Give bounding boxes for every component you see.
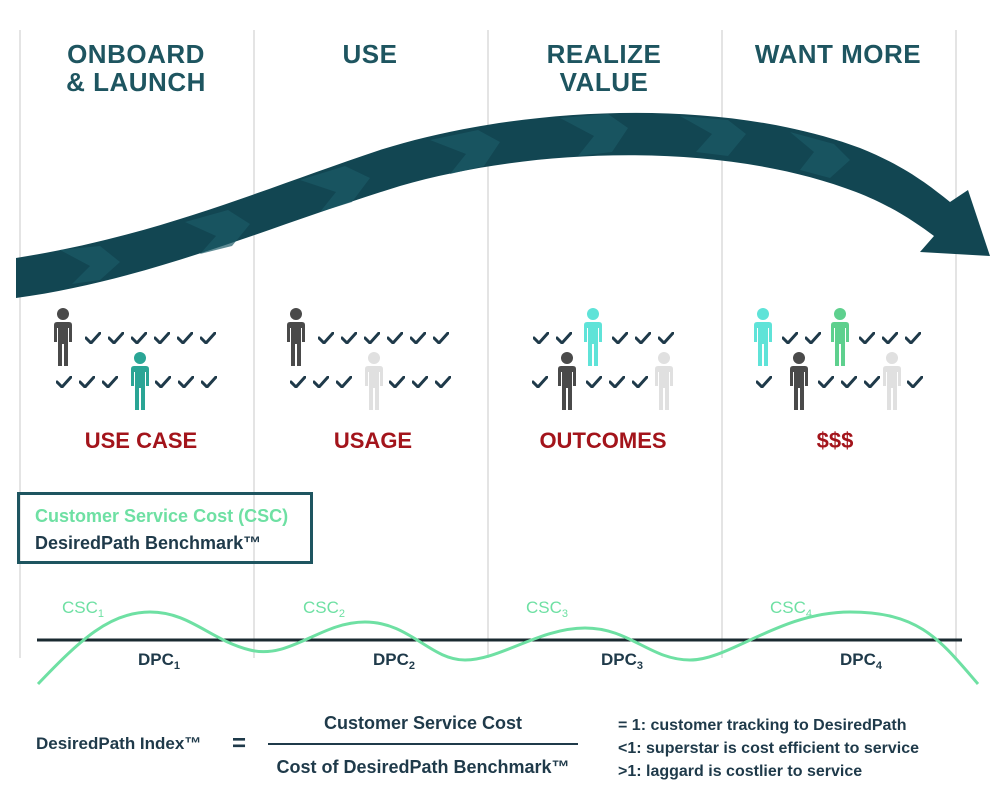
stage1-people	[54, 308, 149, 410]
stage-title-realize: REALIZE VALUE	[546, 39, 662, 97]
legend-csc: Customer Service Cost (CSC)	[35, 506, 289, 526]
stage-label-usage: USAGE	[333, 428, 413, 453]
fraction-bar	[268, 743, 578, 745]
legend-box: Customer Service Cost (CSC) DesiredPath …	[17, 492, 313, 564]
csc-label-4: CSC4	[770, 598, 813, 620]
csc-label-1: CSC1	[62, 598, 105, 620]
stage-divider-2	[487, 30, 489, 658]
index-legend-equal: = 1: customer tracking to DesiredPath	[618, 717, 907, 734]
dpc-label-4: DPC4	[840, 650, 883, 672]
stage-title-use: USE	[342, 39, 398, 69]
stage-label-outcomes: OUTCOMES	[539, 428, 667, 453]
formula-numerator: Customer Service Cost	[323, 713, 523, 733]
stage-label-use-case: USE CASE	[84, 428, 198, 453]
stage-title-want-more: WANT MORE	[754, 39, 922, 69]
index-legend: = 1: customer tracking to DesiredPath <1…	[618, 714, 919, 783]
stage-divider-4	[955, 30, 957, 658]
stage-divider-0	[19, 30, 21, 658]
stage-divider-1	[253, 30, 255, 658]
stage-label-dollars: $$$	[816, 428, 854, 453]
legend-benchmark: DesiredPath Benchmark™	[35, 533, 262, 553]
equals-sign: =	[232, 730, 247, 757]
dpc-label-3: DPC3	[601, 650, 644, 672]
csc-label-3: CSC3	[526, 598, 569, 620]
formula-denominator: Cost of DesiredPath Benchmark™	[276, 757, 570, 777]
desiredpath-index-label: DesiredPath Index™	[36, 734, 202, 753]
stage-title-onboard: ONBOARD & LAUNCH	[66, 39, 206, 97]
index-legend-greater: >1: laggard is costlier to service	[618, 763, 863, 780]
stage2-people	[287, 308, 383, 410]
stage3-checks	[532, 332, 674, 388]
dpc-label-2: DPC2	[373, 650, 416, 672]
journey-arrow	[16, 112, 990, 298]
dpc-label-1: DPC1	[138, 650, 181, 672]
stage4-people	[754, 308, 901, 410]
index-legend-less: <1: superstar is cost efficient to servi…	[618, 740, 920, 757]
csc-wave	[36, 610, 980, 686]
stage3-people	[558, 308, 673, 410]
stage-divider-3	[721, 30, 723, 658]
csc-label-2: CSC2	[303, 598, 346, 620]
